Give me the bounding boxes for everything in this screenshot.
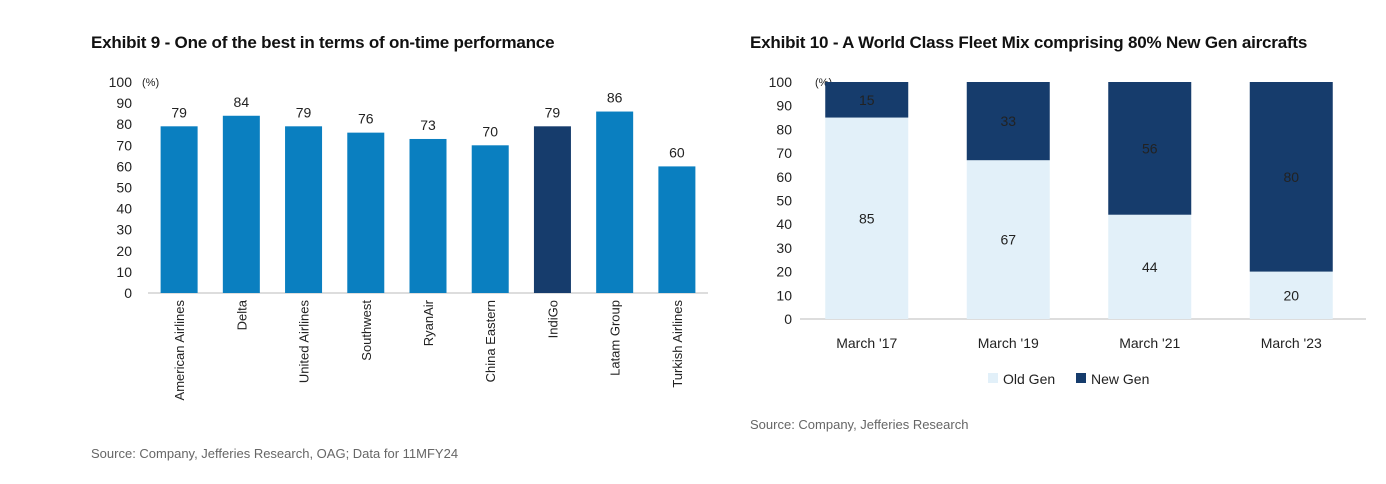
data-label: 15 <box>859 92 875 108</box>
bar <box>533 126 571 293</box>
exhibit-9-source: Source: Company, Jefferies Research, OAG… <box>91 446 459 461</box>
data-label: 20 <box>1283 287 1299 303</box>
legend-swatch <box>1076 373 1086 383</box>
bar <box>285 126 323 293</box>
x-tick-label: Southwest <box>359 300 374 361</box>
bar <box>160 126 198 293</box>
bar-segment <box>825 117 909 319</box>
data-label: 70 <box>482 123 498 139</box>
x-tick-label: Turkish Airlines <box>670 300 685 388</box>
y-tick-label: 50 <box>116 180 132 196</box>
y-tick-label: 10 <box>776 287 792 303</box>
x-tick-label: RyanAir <box>421 299 436 346</box>
y-tick-label: 80 <box>116 116 132 132</box>
x-tick-label: March '23 <box>1261 335 1322 351</box>
y-tick-label: 20 <box>776 264 792 280</box>
x-tick-label: American Airlines <box>172 300 187 401</box>
data-label: 79 <box>545 104 561 120</box>
x-tick-label: United Airlines <box>297 300 312 384</box>
legend-label: Old Gen <box>1003 371 1055 387</box>
data-label: 67 <box>1000 232 1016 248</box>
bar <box>471 145 509 293</box>
y-tick-label: 10 <box>116 264 132 280</box>
x-tick-label: IndiGo <box>545 300 560 338</box>
unit-label: (%) <box>142 77 159 89</box>
y-tick-label: 0 <box>124 285 132 301</box>
data-label: 56 <box>1142 140 1158 156</box>
data-label: 60 <box>669 144 685 160</box>
x-tick-label: Latam Group <box>608 300 623 376</box>
bar <box>658 166 696 293</box>
x-tick-label: March '19 <box>978 335 1039 351</box>
y-tick-label: 30 <box>116 222 132 238</box>
data-label: 73 <box>420 117 436 133</box>
legend-swatch <box>988 373 998 383</box>
y-tick-label: 40 <box>776 216 792 232</box>
y-tick-label: 90 <box>776 98 792 114</box>
x-tick-label: China Eastern <box>483 300 498 382</box>
exhibit-10-title: Exhibit 10 - A World Class Fleet Mix com… <box>750 33 1308 52</box>
y-tick-label: 70 <box>776 145 792 161</box>
data-label: 79 <box>296 104 312 120</box>
bar-segment <box>1108 82 1192 215</box>
exhibit-10-source: Source: Company, Jefferies Research <box>750 417 969 432</box>
data-label: 76 <box>358 111 374 127</box>
bar-segment <box>1249 82 1333 272</box>
data-label: 84 <box>234 94 250 110</box>
bar <box>409 138 447 293</box>
y-tick-label: 60 <box>116 158 132 174</box>
bar-segment <box>1108 214 1192 319</box>
data-label: 33 <box>1000 113 1016 129</box>
x-tick-label: Delta <box>234 299 249 330</box>
bar <box>347 132 385 293</box>
data-label: 85 <box>859 210 875 226</box>
bar-segment <box>825 82 909 118</box>
y-tick-label: 70 <box>116 137 132 153</box>
legend-label: New Gen <box>1091 371 1149 387</box>
y-tick-label: 0 <box>784 311 792 327</box>
bar <box>222 115 260 293</box>
bar-segment <box>966 82 1050 161</box>
y-tick-label: 20 <box>116 243 132 259</box>
y-tick-label: 80 <box>776 121 792 137</box>
y-tick-label: 100 <box>109 74 133 90</box>
y-tick-label: 30 <box>776 240 792 256</box>
x-tick-label: March '17 <box>836 335 897 351</box>
exhibit-9-title: Exhibit 9 - One of the best in terms of … <box>91 33 555 52</box>
y-tick-label: 40 <box>116 201 132 217</box>
y-tick-label: 50 <box>776 193 792 209</box>
y-tick-label: 100 <box>769 74 793 90</box>
y-tick-label: 90 <box>116 95 132 111</box>
data-label: 80 <box>1283 169 1299 185</box>
x-tick-label: March '21 <box>1119 335 1180 351</box>
data-label: 44 <box>1142 259 1158 275</box>
data-label: 79 <box>171 104 187 120</box>
bar-segment <box>1249 271 1333 319</box>
data-label: 86 <box>607 90 623 106</box>
bar-segment <box>966 160 1050 319</box>
bar <box>596 111 634 293</box>
y-tick-label: 60 <box>776 169 792 185</box>
